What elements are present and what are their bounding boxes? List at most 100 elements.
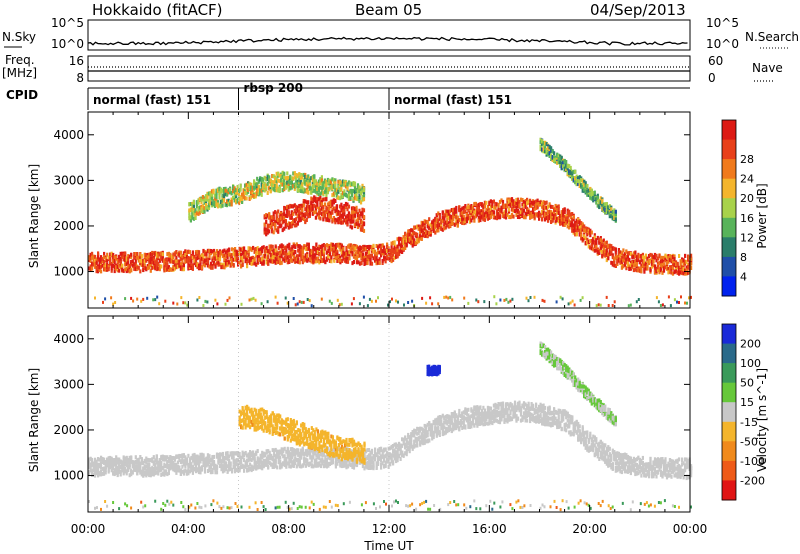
data-cell: [658, 270, 661, 275]
data-cell: [366, 258, 369, 263]
data-cell: [322, 209, 325, 214]
data-cell: [161, 256, 164, 260]
data-cell: [89, 259, 92, 263]
data-cell: [655, 258, 658, 263]
data-cell: [356, 221, 360, 226]
data-cell: [608, 214, 611, 219]
data-cell: [383, 245, 386, 250]
data-cell: [662, 255, 666, 260]
data-cell: [441, 215, 444, 220]
data-cell: [449, 295, 452, 299]
data-cell: [191, 212, 194, 217]
data-cell: [348, 245, 351, 250]
data-cell: [239, 195, 242, 200]
data-cell: [220, 265, 223, 270]
data-cell: [363, 262, 366, 266]
data-cell: [467, 208, 470, 213]
data-cell: [572, 223, 575, 228]
data-cell: [393, 245, 396, 250]
data-cell: [459, 218, 462, 222]
data-cell: [632, 259, 635, 264]
data-cell: [420, 237, 423, 241]
data-cell: [625, 266, 628, 271]
data-cell: [119, 259, 122, 264]
data-cell: [136, 458, 139, 463]
data-cell: [316, 250, 319, 255]
data-cell: [294, 250, 297, 254]
data-cell: [100, 461, 103, 466]
data-cell: [541, 204, 544, 209]
data-cell: [333, 252, 336, 257]
data-cell: [319, 191, 322, 196]
data-cell: [245, 196, 248, 201]
data-cell: [340, 208, 343, 213]
data-cell: [125, 257, 128, 262]
data-cell: [213, 196, 217, 201]
data-cell: [151, 465, 154, 470]
data-cell: [271, 227, 274, 232]
data-cell: [596, 203, 599, 208]
data-cell: [271, 249, 274, 254]
data-cell: [278, 224, 281, 229]
data-cell: [413, 226, 416, 231]
data-cell: [350, 217, 354, 222]
data-cell: [328, 201, 331, 206]
data-cell: [277, 178, 280, 183]
data-cell: [94, 264, 97, 269]
data-cell: [341, 220, 344, 225]
data-cell: [428, 217, 431, 222]
data-cell: [687, 254, 690, 259]
data-cell: [644, 261, 647, 266]
data-cell: [547, 215, 550, 220]
data-cell: [361, 244, 365, 249]
data-cell: [372, 243, 375, 248]
data-cell: [440, 224, 443, 229]
data-cell: [325, 183, 328, 188]
data-cell: [358, 199, 361, 203]
data-cell: [95, 459, 98, 464]
data-cell: [408, 238, 411, 243]
data-cell: [614, 247, 617, 252]
data-cell: [638, 254, 641, 259]
data-cell: [453, 211, 456, 216]
data-cell: [370, 261, 374, 266]
data-cell: [572, 178, 575, 183]
data-cell: [567, 302, 570, 306]
data-cell: [301, 260, 304, 265]
data-cell: [95, 471, 98, 476]
data-cell: [563, 210, 566, 214]
data-cell: [277, 229, 280, 234]
data-cell: [555, 300, 558, 304]
data-cell: [209, 251, 213, 256]
data-cell: [281, 182, 284, 187]
data-cell: [479, 202, 482, 206]
data-cell: [607, 205, 610, 210]
data-cell: [188, 258, 191, 263]
data-cell: [337, 179, 340, 184]
data-cell: [154, 252, 157, 257]
data-cell: [292, 297, 295, 300]
data-cell: [411, 236, 414, 241]
data-cell: [328, 218, 331, 223]
data-cell: [227, 190, 230, 195]
data-cell: [374, 251, 377, 256]
data-cell: [191, 266, 194, 271]
data-cell: [512, 202, 515, 207]
data-cell: [358, 250, 362, 255]
data-cell: [673, 257, 676, 262]
data-cell: [526, 206, 529, 211]
data-cell: [152, 298, 155, 302]
data-cell: [277, 246, 280, 251]
data-cell: [637, 255, 640, 260]
data-cell: [521, 198, 524, 202]
data-cell: [529, 296, 532, 299]
data-cell: [390, 248, 393, 253]
data-cell: [598, 240, 601, 245]
data-cell: [307, 190, 310, 195]
data-cell: [91, 462, 94, 467]
data-cell: [175, 250, 178, 254]
data-cell: [450, 221, 453, 226]
data-cell: [122, 469, 125, 474]
data-cell: [127, 464, 130, 469]
data-cell: [498, 199, 502, 204]
